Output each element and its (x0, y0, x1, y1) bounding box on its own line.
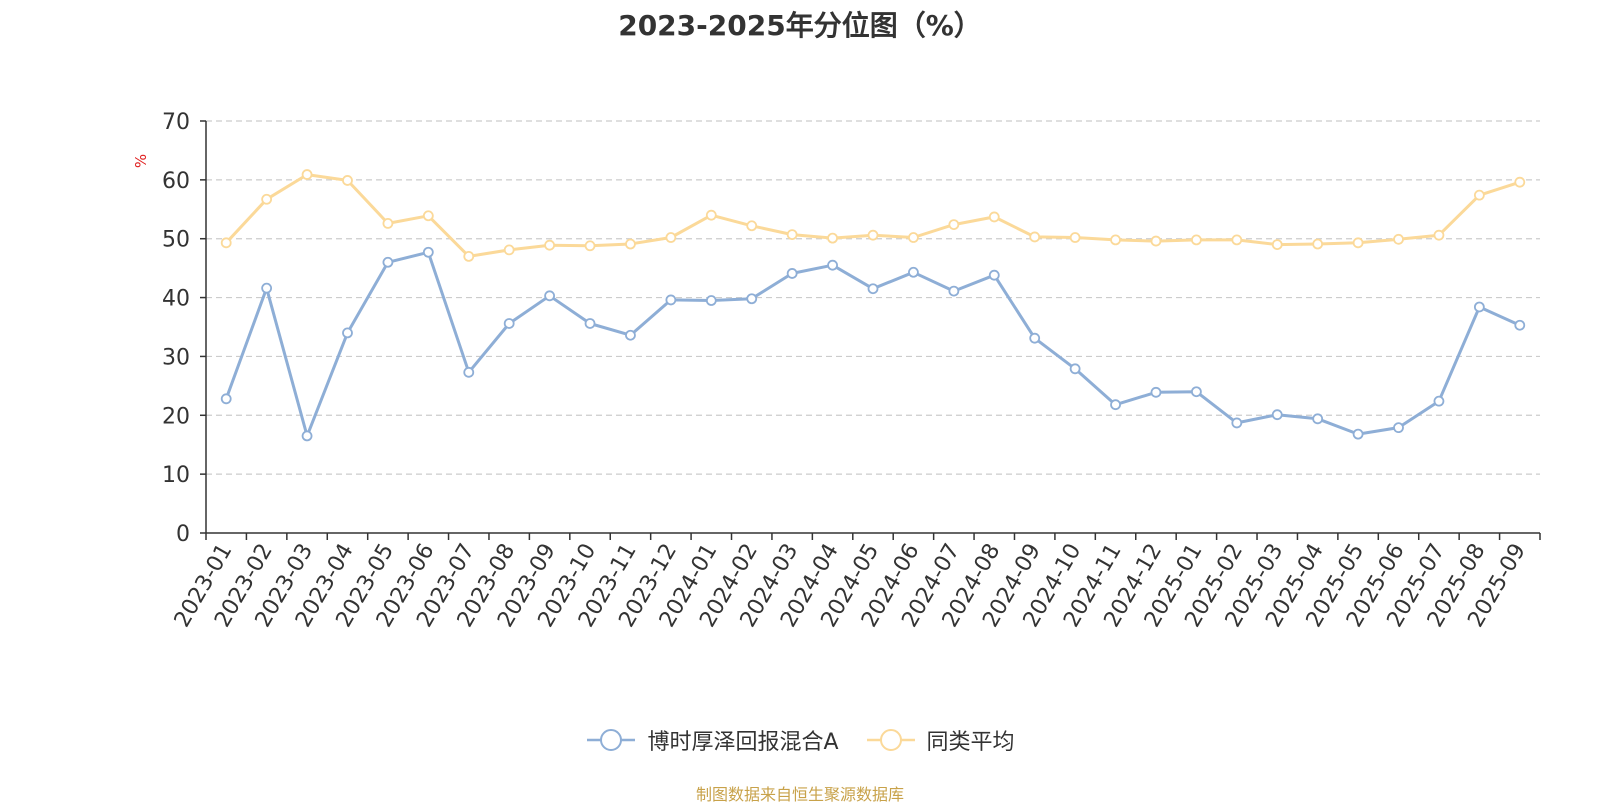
y-tick-label: 60 (162, 169, 190, 194)
data-point-series-2[interactable] (503, 244, 515, 256)
data-point-series-2[interactable] (1514, 176, 1526, 188)
data-point-series-2[interactable] (625, 238, 636, 250)
data-point-series-1[interactable] (1514, 319, 1526, 331)
data-point-series-2[interactable] (1393, 233, 1404, 245)
data-point-series-2[interactable] (301, 169, 313, 180)
data-point-series-2[interactable] (584, 240, 596, 252)
legend: 博时厚泽回报混合A 同类平均 (0, 724, 1600, 756)
data-point-series-1[interactable] (908, 266, 919, 278)
data-point-series-1[interactable] (503, 318, 515, 329)
y-tick-label: 0 (176, 522, 190, 547)
x-axis: 2023-012023-022023-032023-042023-052023-… (170, 532, 1541, 632)
data-point-series-2[interactable] (1069, 232, 1081, 243)
legend-label-series-2: 同类平均 (926, 730, 1015, 755)
grid-lines (206, 120, 1540, 475)
data-point-series-2[interactable] (220, 237, 232, 249)
data-point-series-2[interactable] (746, 220, 758, 232)
data-point-series-1[interactable] (786, 268, 798, 279)
data-point-series-1[interactable] (1029, 332, 1041, 344)
data-point-series-1[interactable] (988, 269, 1000, 281)
y-tick-label: 10 (162, 463, 190, 488)
y-tick-label: 40 (162, 287, 190, 312)
y-tick-label: 20 (162, 404, 190, 429)
data-point-series-1[interactable] (1271, 409, 1283, 421)
data-point-series-2[interactable] (908, 232, 919, 243)
data-point-series-1[interactable] (1150, 386, 1162, 398)
data-point-series-2[interactable] (665, 232, 677, 243)
data-point-series-2[interactable] (1473, 189, 1485, 201)
legend-item-series-2[interactable]: 同类平均 (865, 724, 1015, 756)
data-point-series-2[interactable] (463, 250, 475, 262)
data-point-series-1[interactable] (261, 282, 273, 294)
data-point-series-1[interactable] (422, 246, 434, 258)
data-point-series-1[interactable] (1352, 428, 1364, 440)
series-line-2 (225, 173, 1521, 258)
data-point-series-2[interactable] (382, 218, 394, 229)
data-point-series-2[interactable] (1352, 237, 1364, 249)
y-tick-label: 50 (162, 228, 190, 253)
data-point-series-1[interactable] (584, 318, 596, 329)
data-point-series-2[interactable] (1190, 234, 1202, 246)
data-point-series-1[interactable] (665, 294, 677, 306)
data-point-series-2[interactable] (1029, 231, 1041, 243)
data-point-series-1[interactable] (220, 393, 232, 405)
data-point-series-1[interactable] (867, 283, 879, 295)
data-point-series-2[interactable] (1110, 234, 1121, 246)
data-point-series-2[interactable] (1231, 234, 1243, 246)
data-point-series-2[interactable] (988, 211, 1000, 223)
series-line-1 (224, 250, 1521, 438)
y-tick-label: 30 (162, 345, 190, 370)
data-point-series-2[interactable] (261, 193, 273, 205)
chart-title: 2023-2025年分位图（%） (618, 9, 982, 42)
data-point-series-2[interactable] (827, 232, 838, 244)
data-point-series-1[interactable] (948, 285, 960, 297)
data-point-series-2[interactable] (1150, 235, 1162, 247)
data-point-series-2[interactable] (544, 239, 556, 251)
data-point-series-1[interactable] (746, 293, 758, 305)
data-point-series-2[interactable] (422, 210, 434, 222)
y-tick-label: 70 (162, 110, 190, 135)
y-axis: 0 10 20 30 40 50 60 70 (162, 110, 207, 547)
data-point-series-2[interactable] (867, 229, 879, 241)
legend-swatch-series-2 (866, 729, 915, 751)
data-point-series-1[interactable] (1190, 386, 1202, 398)
series-layer (220, 169, 1526, 442)
data-point-series-1[interactable] (827, 259, 838, 271)
data-point-series-1[interactable] (1110, 399, 1121, 411)
data-point-series-2[interactable] (1271, 239, 1283, 251)
data-point-series-1[interactable] (342, 327, 353, 339)
data-point-series-2[interactable] (705, 209, 717, 221)
data-point-series-1[interactable] (544, 290, 556, 302)
data-point-series-1[interactable] (1473, 301, 1485, 313)
data-point-series-2[interactable] (786, 229, 798, 240)
data-point-series-2[interactable] (948, 219, 960, 230)
data-point-series-1[interactable] (382, 256, 394, 268)
legend-swatch-series-1 (587, 729, 636, 751)
data-point-series-1[interactable] (1069, 363, 1081, 375)
data-point-series-1[interactable] (301, 430, 313, 442)
data-point-series-1[interactable] (1433, 395, 1445, 407)
data-point-series-1[interactable] (1393, 422, 1404, 434)
legend-item-series-1[interactable]: 博时厚泽回报混合A (585, 724, 839, 756)
data-point-series-2[interactable] (1312, 238, 1324, 250)
data-source-note: 制图数据来自恒生聚源数据库 (695, 785, 904, 804)
data-point-series-1[interactable] (1312, 413, 1324, 425)
legend-label-series-1: 博时厚泽回报混合A (647, 730, 839, 755)
data-point-series-1[interactable] (463, 366, 475, 378)
data-point-series-1[interactable] (1231, 417, 1243, 429)
data-point-series-1[interactable] (625, 329, 636, 341)
data-point-series-2[interactable] (1433, 229, 1445, 241)
data-point-series-1[interactable] (705, 295, 717, 306)
data-point-series-2[interactable] (342, 175, 353, 186)
